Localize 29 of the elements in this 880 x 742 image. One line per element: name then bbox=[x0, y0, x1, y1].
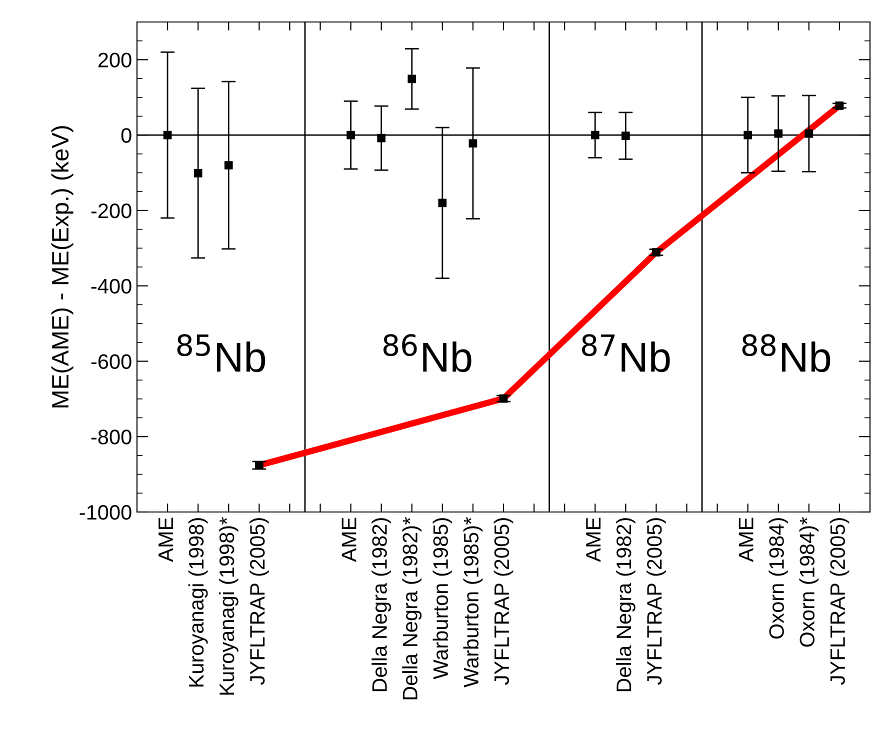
y-tick-label: 200 bbox=[98, 52, 132, 68]
x-tick-label: AME bbox=[586, 518, 601, 562]
x-tick-label: AME bbox=[342, 518, 356, 562]
y-tick-label: -200 bbox=[91, 203, 132, 218]
y-tick-label: -1000 bbox=[80, 505, 132, 520]
x-tick-label: Della Negra (1982) bbox=[616, 518, 636, 692]
y-tick-label: -600 bbox=[91, 354, 132, 369]
x-tick-label: JYFLTRAP (2005) bbox=[494, 518, 514, 685]
x-tick-label: AME bbox=[158, 518, 173, 562]
y-axis-title: ME(AME) - ME(Exp.) (keV) bbox=[51, 126, 74, 408]
x-tick-label: Oxorn (1984) bbox=[768, 518, 788, 639]
x-tick-label: Warburton (1985)* bbox=[463, 517, 483, 688]
y-tick-label: 0 bbox=[121, 128, 132, 143]
x-tick-label: Kuroyanagi (1998)* bbox=[218, 517, 238, 695]
annotation: $^{87}$Nb bbox=[582, 334, 670, 372]
x-tick-label: Warburton (1985) bbox=[432, 518, 452, 680]
annotation: $^{88}$Nb bbox=[742, 334, 830, 372]
x-tick-label: Oxorn (1984)* bbox=[799, 517, 819, 647]
x-tick-label: Kuroyanagi (1998) bbox=[188, 518, 208, 687]
y-tick-label: -400 bbox=[91, 278, 132, 294]
x-tick-label: Della Negra (1982)* bbox=[402, 517, 422, 700]
x-tick-label: AME bbox=[738, 518, 754, 562]
x-tick-label: JYFLTRAP (2005) bbox=[249, 518, 269, 685]
y-tick-label: -800 bbox=[91, 430, 132, 444]
x-tick-label: JYFLTRAP (2005) bbox=[830, 518, 850, 685]
annotation: $^{86}$Nb bbox=[383, 334, 472, 372]
annotation: $^{85}$Nb bbox=[177, 334, 266, 372]
x-tick-label: Della Negra (1982) bbox=[372, 518, 392, 692]
x-tick-label: JYFLTRAP (2005) bbox=[646, 518, 666, 685]
